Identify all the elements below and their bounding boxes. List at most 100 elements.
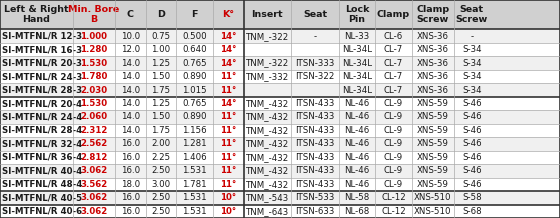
Text: D: D <box>157 10 165 19</box>
Text: 1.531: 1.531 <box>183 166 207 175</box>
Text: XNS-510: XNS-510 <box>414 207 451 216</box>
Text: TNM_-643: TNM_-643 <box>246 207 289 216</box>
Bar <box>0 110 560 124</box>
Text: 2.312: 2.312 <box>80 126 108 135</box>
Text: C: C <box>127 10 134 19</box>
Text: CL-7: CL-7 <box>384 72 403 81</box>
Text: Clamp: Clamp <box>377 10 410 19</box>
Text: 1.530: 1.530 <box>80 59 108 68</box>
Text: 2.812: 2.812 <box>80 153 108 162</box>
Text: Insert: Insert <box>251 10 283 19</box>
Text: SI-MTFNL/R 48-4: SI-MTFNL/R 48-4 <box>2 180 83 189</box>
Text: XNS-36: XNS-36 <box>417 72 449 81</box>
Text: 11°: 11° <box>220 85 236 95</box>
Bar <box>0 124 560 137</box>
Text: SI-MTFNL/R 36-4: SI-MTFNL/R 36-4 <box>2 153 82 162</box>
Text: S-58: S-58 <box>462 193 482 202</box>
Text: 1.531: 1.531 <box>183 207 207 216</box>
Text: XNS-510: XNS-510 <box>414 193 451 202</box>
Text: NL-34L: NL-34L <box>342 45 372 54</box>
Bar <box>0 164 560 178</box>
Text: 2.25: 2.25 <box>151 153 171 162</box>
Text: 1.281: 1.281 <box>183 140 207 148</box>
Text: XNS-59: XNS-59 <box>417 180 449 189</box>
Text: SI-MTFNL/R 40-5: SI-MTFNL/R 40-5 <box>2 193 82 202</box>
Text: 16.0: 16.0 <box>120 166 140 175</box>
Text: Min. Bore
B: Min. Bore B <box>68 5 119 24</box>
Text: XNS-36: XNS-36 <box>417 85 449 95</box>
Bar <box>0 70 560 83</box>
Text: 14°: 14° <box>220 45 236 54</box>
Text: 0.765: 0.765 <box>183 59 207 68</box>
Text: SI-MTFNL/R 20-3: SI-MTFNL/R 20-3 <box>2 59 82 68</box>
Text: 11°: 11° <box>220 126 236 135</box>
Text: XNS-59: XNS-59 <box>417 140 449 148</box>
Text: CL-9: CL-9 <box>384 112 403 121</box>
Text: S-46: S-46 <box>462 99 482 108</box>
Text: TNM_-322: TNM_-322 <box>246 32 289 41</box>
Text: TNM_-322: TNM_-322 <box>246 59 289 68</box>
Text: 14.0: 14.0 <box>120 126 140 135</box>
Text: CL-12: CL-12 <box>381 193 406 202</box>
Text: ITSN-533: ITSN-533 <box>295 193 335 202</box>
Text: TNM_-432: TNM_-432 <box>246 126 289 135</box>
Bar <box>0 83 560 97</box>
Text: ITSN-333: ITSN-333 <box>295 59 335 68</box>
Text: NL-34L: NL-34L <box>342 72 372 81</box>
Text: NL-46: NL-46 <box>344 140 370 148</box>
Text: 14°: 14° <box>220 32 236 41</box>
Text: XNS-59: XNS-59 <box>417 99 449 108</box>
Bar <box>0 178 560 191</box>
Text: 1.531: 1.531 <box>183 193 207 202</box>
Text: 1.00: 1.00 <box>151 45 171 54</box>
Text: NL-46: NL-46 <box>344 126 370 135</box>
Text: SI-MTFNL/R 40-4: SI-MTFNL/R 40-4 <box>2 166 82 175</box>
Text: CL-7: CL-7 <box>384 59 403 68</box>
Text: S-46: S-46 <box>462 140 482 148</box>
Text: NL-34L: NL-34L <box>342 85 372 95</box>
Text: SI-MTFNL/R 40-6: SI-MTFNL/R 40-6 <box>2 207 82 216</box>
Text: S-46: S-46 <box>462 126 482 135</box>
Text: 3.062: 3.062 <box>80 193 108 202</box>
Text: 1.75: 1.75 <box>151 126 171 135</box>
Bar <box>0 151 560 164</box>
Text: Lock
Pin: Lock Pin <box>345 5 369 24</box>
Text: 1.280: 1.280 <box>80 45 108 54</box>
Text: ITSN-322: ITSN-322 <box>295 72 335 81</box>
Text: 16.0: 16.0 <box>120 207 140 216</box>
Text: 12.0: 12.0 <box>120 45 140 54</box>
Bar <box>0 204 560 218</box>
Text: TNM_-432: TNM_-432 <box>246 99 289 108</box>
Text: 1.530: 1.530 <box>80 99 108 108</box>
Text: 2.562: 2.562 <box>80 140 108 148</box>
Text: CL-6: CL-6 <box>384 32 403 41</box>
Text: 11°: 11° <box>220 72 236 81</box>
Text: 1.781: 1.781 <box>183 180 207 189</box>
Text: S-68: S-68 <box>462 207 482 216</box>
Text: 11°: 11° <box>220 140 236 148</box>
Text: 1.75: 1.75 <box>151 85 171 95</box>
Text: Clamp
Screw: Clamp Screw <box>416 5 449 24</box>
Text: CL-9: CL-9 <box>384 99 403 108</box>
Text: ITSN-433: ITSN-433 <box>295 99 335 108</box>
Text: 2.50: 2.50 <box>151 166 171 175</box>
Text: 11°: 11° <box>220 153 236 162</box>
Text: S-46: S-46 <box>462 112 482 121</box>
Text: CL-9: CL-9 <box>384 180 403 189</box>
Text: XNS-36: XNS-36 <box>417 45 449 54</box>
Text: S-34: S-34 <box>462 59 482 68</box>
Text: CL-7: CL-7 <box>384 45 403 54</box>
Text: 0.500: 0.500 <box>183 32 207 41</box>
Text: 0.640: 0.640 <box>183 45 207 54</box>
Text: SI-MTFNL/R 24-4: SI-MTFNL/R 24-4 <box>2 112 83 121</box>
Text: NL-46: NL-46 <box>344 153 370 162</box>
Text: 2.00: 2.00 <box>151 140 171 148</box>
Bar <box>0 137 560 151</box>
Text: 11°: 11° <box>220 180 236 189</box>
Text: SI-MTFNL/R 24-3: SI-MTFNL/R 24-3 <box>2 72 82 81</box>
Text: 1.50: 1.50 <box>151 72 171 81</box>
Text: -: - <box>470 32 473 41</box>
Text: 1.015: 1.015 <box>183 85 207 95</box>
Text: ITSN-433: ITSN-433 <box>295 126 335 135</box>
Text: 10°: 10° <box>220 207 236 216</box>
